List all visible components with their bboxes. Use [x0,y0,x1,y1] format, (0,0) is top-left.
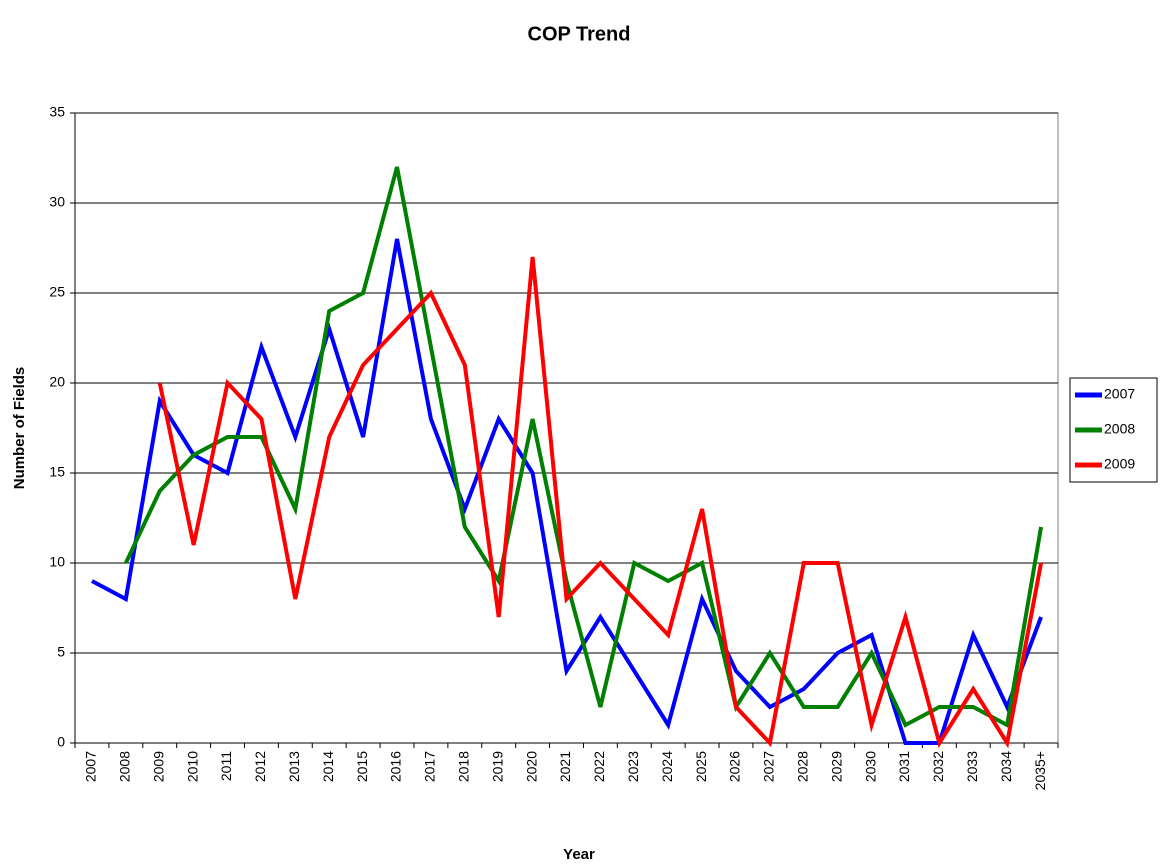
y-tick-label: 5 [57,644,65,660]
x-tick-label: 2017 [422,751,438,782]
x-tick-label: 2010 [184,751,200,782]
series-line [157,256,1044,749]
legend-label: 2009 [1104,456,1135,472]
x-tick-label: 2012 [252,751,268,782]
x-tick-label: 2020 [523,751,539,782]
x-tick-label: 2021 [557,751,573,782]
x-tick-label: 2025 [693,751,709,782]
x-tick-label: 2027 [761,751,777,782]
y-axis-title: Number of Fields [11,367,28,490]
series-line [124,166,1044,729]
x-tick-label: 2030 [862,751,878,782]
y-tick-label: 10 [49,554,65,570]
x-tick-label: 2035+ [1032,751,1048,790]
x-tick-label: 2024 [659,751,675,782]
y-tick-label: 15 [49,464,65,480]
x-tick-label: 2018 [456,751,472,782]
x-tick-label: 2015 [354,751,370,782]
x-tick-label: 2009 [150,751,166,782]
legend-label: 2008 [1104,421,1135,437]
x-tick-label: 2011 [218,751,234,781]
y-tick-label: 35 [49,104,65,120]
x-tick-label: 2026 [727,751,743,782]
plot-area [74,112,1059,744]
x-tick-label: 2029 [828,751,844,782]
x-tick-label: 2033 [964,751,980,782]
x-tick-label: 2034 [998,751,1014,782]
x-tick-label: 2016 [388,751,404,782]
x-axis-title: Year [563,846,595,863]
x-tick-label: 2014 [320,751,336,782]
x-tick-label: 2019 [489,751,505,782]
chart-title: COP Trend [528,23,631,45]
y-tick-label: 20 [49,374,65,390]
x-tick-label: 2008 [117,751,133,782]
y-tick-label: 30 [49,194,65,210]
series-line [91,238,1043,745]
x-tick-label: 2022 [591,751,607,782]
x-tick-label: 2023 [625,751,641,782]
x-tick-label: 2032 [930,751,946,782]
y-tick-label: 0 [57,734,65,750]
y-tick-label: 25 [49,284,65,300]
x-tick-label: 2013 [286,751,302,782]
x-tick-label: 2031 [896,751,912,782]
x-tick-label: 2007 [83,751,99,782]
x-tick-label: 2028 [794,751,810,782]
legend-label: 2007 [1104,386,1135,402]
